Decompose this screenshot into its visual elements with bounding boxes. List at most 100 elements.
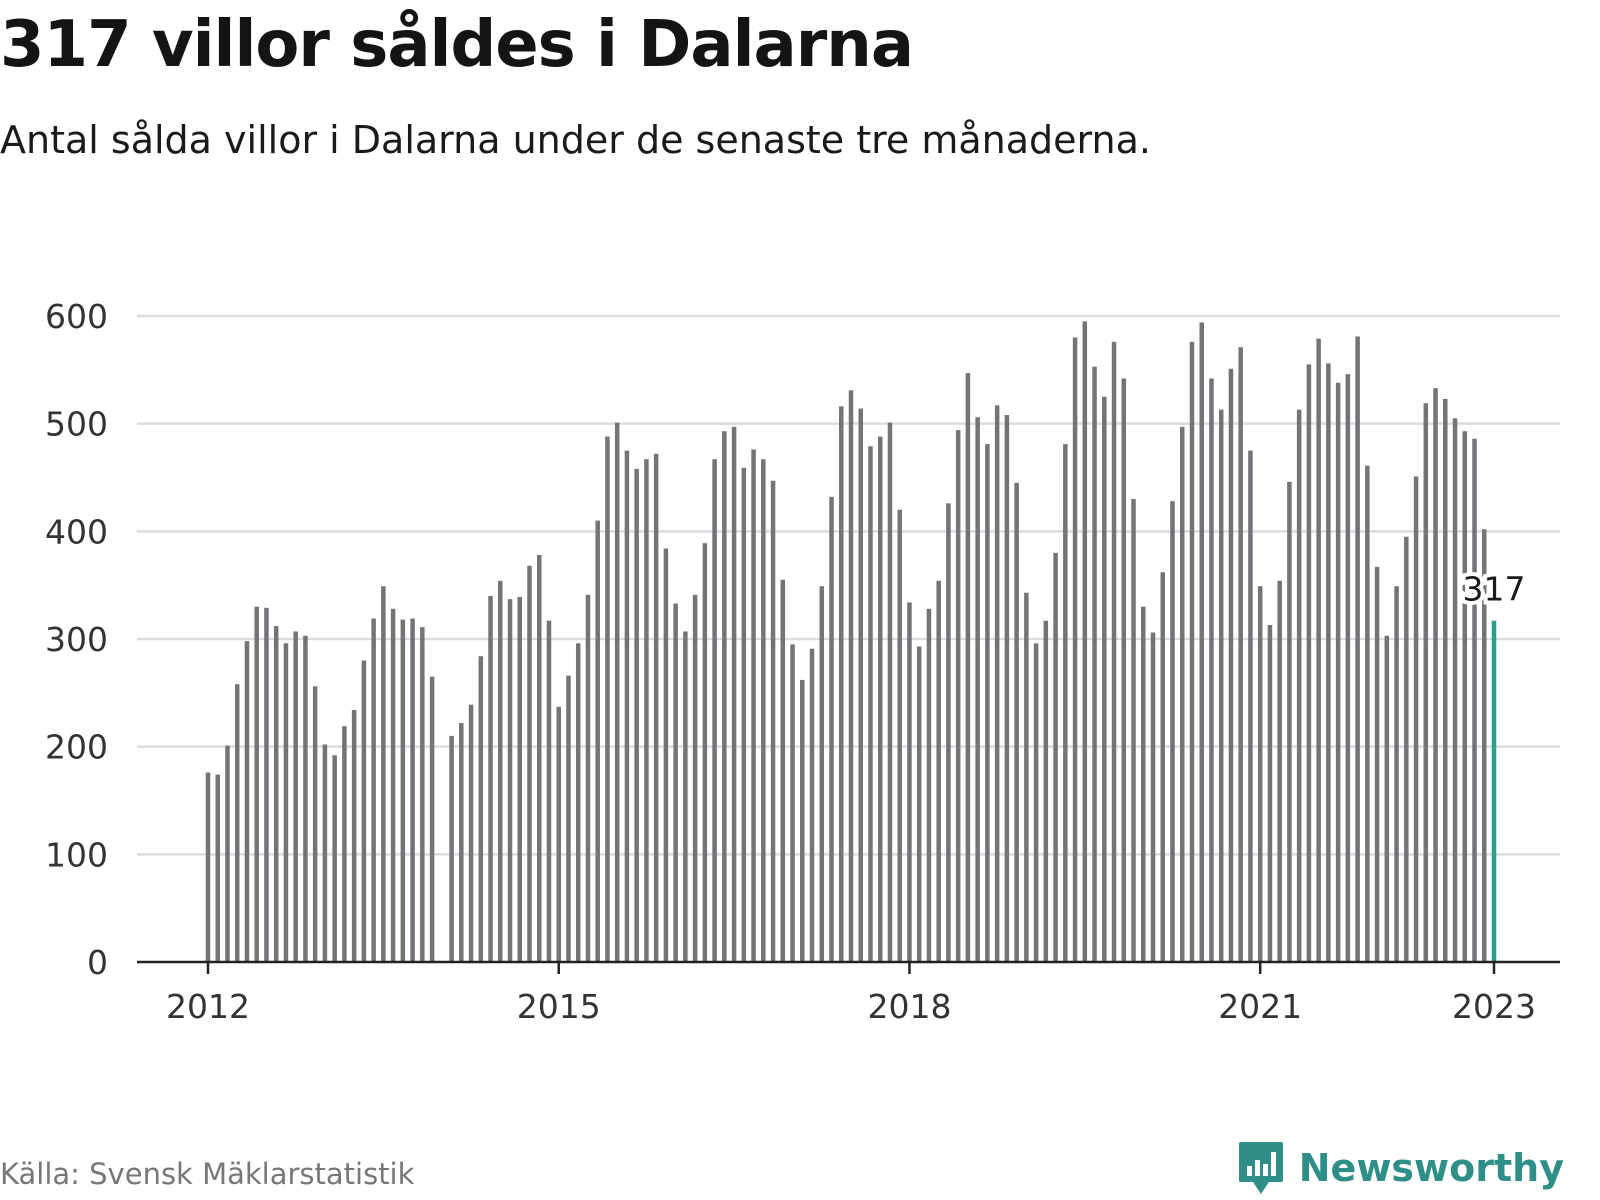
bar: [868, 446, 873, 962]
bar: [342, 726, 347, 962]
bar: [498, 580, 503, 962]
bar: [1267, 625, 1273, 962]
bar-chart: 0 100 200 300 400 500 600 2012 2015 2018 2021 2023…: [45, 297, 1560, 1026]
bar: [605, 436, 610, 962]
bar: [994, 405, 1000, 962]
bar: [1170, 501, 1175, 962]
bar: [293, 631, 298, 962]
bar: [1141, 606, 1146, 962]
bar: [254, 606, 259, 962]
bar: [926, 608, 932, 962]
bar: [556, 706, 561, 962]
bar: [1072, 337, 1078, 962]
bar: [390, 608, 396, 962]
bar: [780, 579, 786, 962]
bar: [1218, 409, 1224, 962]
bar: [546, 620, 552, 962]
y-tick-label: 0: [87, 943, 108, 982]
bar: [1394, 586, 1399, 962]
bar: [507, 599, 513, 962]
bar: [1033, 643, 1039, 962]
bar: [692, 594, 698, 962]
bar: [916, 646, 922, 962]
bar: [877, 436, 883, 962]
bar: [1482, 529, 1487, 962]
y-tick-label: 600: [45, 297, 108, 336]
bar: [1102, 396, 1107, 962]
y-tick-label: 500: [45, 405, 108, 444]
bar: [1355, 336, 1360, 962]
bar: [1472, 438, 1477, 962]
bar: [595, 520, 600, 962]
bar: [1306, 364, 1312, 962]
bar: [1024, 592, 1029, 962]
bar: [1199, 322, 1204, 963]
bar: [264, 607, 269, 962]
bar: [839, 406, 844, 962]
bar: [731, 426, 737, 962]
bar: [205, 772, 211, 962]
y-tick-label: 400: [45, 512, 108, 551]
bar: [1189, 341, 1195, 963]
y-tick-label: 200: [45, 728, 108, 767]
bar: [936, 580, 941, 962]
x-tick-label: 2023: [1452, 987, 1536, 1026]
bar: [575, 643, 581, 962]
bar: [1326, 363, 1331, 963]
bar: [975, 417, 980, 962]
source-note: Källa: Svensk Mäklarstatistik: [0, 1157, 415, 1191]
bar: [985, 444, 990, 963]
x-tick-label: 2015: [517, 987, 601, 1026]
bar: [566, 675, 571, 962]
bar: [1462, 431, 1468, 962]
bar: [965, 373, 971, 962]
bar: [400, 619, 406, 962]
bar: [858, 408, 863, 962]
bar: [663, 548, 669, 962]
bar: [722, 431, 727, 962]
bar: [332, 755, 337, 962]
bar: [848, 390, 854, 962]
bar: [1345, 374, 1351, 962]
bar: [1443, 398, 1448, 962]
bar: [361, 660, 367, 962]
x-tick-label: 2012: [166, 987, 250, 1026]
bar: [1082, 321, 1088, 963]
bar: [644, 459, 649, 962]
bar: [1043, 620, 1049, 962]
bar: [283, 643, 289, 962]
bar: [741, 467, 747, 962]
bar: [761, 459, 766, 962]
bar: [955, 430, 961, 962]
bar: [1131, 499, 1136, 962]
bar: [468, 704, 474, 962]
bar: [1150, 632, 1156, 962]
page-subtitle: Antal sålda villor i Dalarna under de se…: [0, 118, 1151, 162]
bar: [1287, 481, 1292, 962]
y-tick-label: 300: [45, 620, 108, 659]
bar: [829, 496, 834, 962]
bar: [702, 543, 708, 962]
bar: [1121, 378, 1127, 962]
bar: [1257, 586, 1263, 962]
bars: [205, 321, 1497, 963]
bar: [1111, 341, 1117, 963]
bar: [614, 422, 620, 963]
bar: [1014, 482, 1019, 962]
y-axis-ticks: 0 100 200 300 400 500 600: [45, 297, 108, 982]
bar: [517, 597, 523, 962]
bar: [1238, 347, 1243, 962]
bar: [1004, 415, 1010, 962]
bar: [585, 594, 591, 962]
bar: [1053, 552, 1058, 962]
bar: [1413, 476, 1419, 962]
bar: [653, 453, 659, 962]
bar: [312, 686, 318, 962]
bar: [1404, 536, 1409, 962]
bar: [1452, 418, 1458, 962]
bar: [770, 480, 776, 962]
y-tick-label: 100: [45, 835, 108, 874]
x-tick-label: 2018: [867, 987, 951, 1026]
bar: [751, 449, 756, 962]
bar: [624, 450, 630, 962]
